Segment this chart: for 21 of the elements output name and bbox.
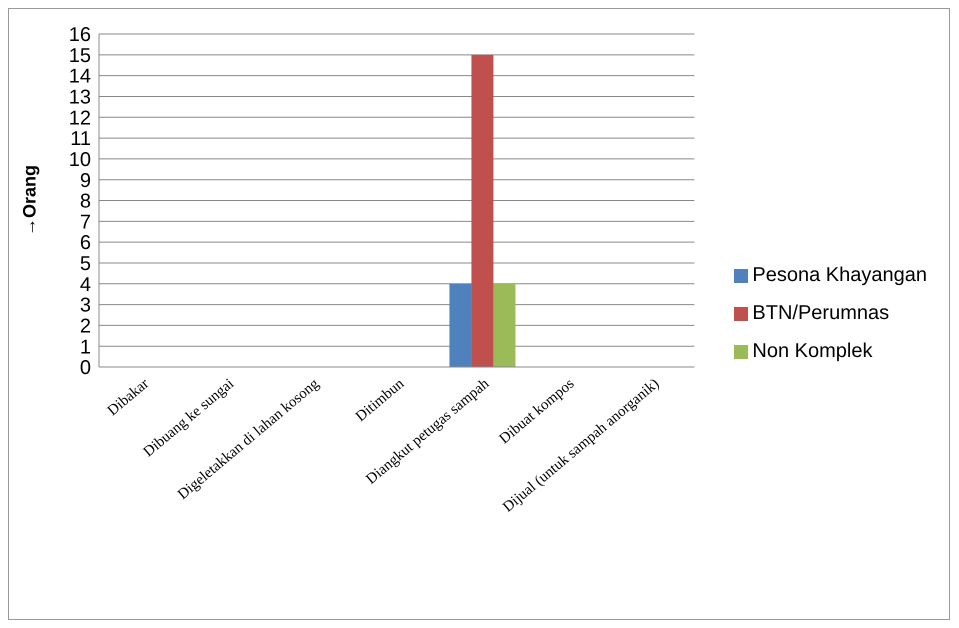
y-tick-label: 3 — [80, 294, 91, 317]
legend-label: BTN/Perumnas — [752, 302, 890, 324]
y-tick-label: 16 — [68, 24, 91, 46]
y-tick-label: 14 — [68, 66, 91, 88]
y-tick-label: 7 — [80, 211, 91, 234]
legend-label: Pesona Khayangan — [752, 264, 927, 286]
y-tick-label: 9 — [80, 170, 91, 192]
y-tick-label: 11 — [70, 128, 91, 150]
y-tick-label: 1 — [80, 336, 91, 358]
y-tick-label: 2 — [80, 315, 91, 338]
y-tick-label: 10 — [68, 148, 91, 171]
y-tick-label: 15 — [68, 44, 91, 67]
legend-label: Non Komplek — [752, 340, 872, 362]
y-tick-label: 4 — [80, 274, 91, 296]
y-axis-title: →Orang — [19, 164, 40, 236]
y-tick-label: 5 — [80, 253, 91, 276]
y-tick-label: 13 — [68, 86, 91, 109]
y-tick-label: 12 — [68, 107, 91, 130]
y-tick-label: 6 — [80, 232, 91, 254]
y-tick-label: 0 — [80, 357, 91, 380]
y-tick-label: 8 — [80, 190, 91, 213]
